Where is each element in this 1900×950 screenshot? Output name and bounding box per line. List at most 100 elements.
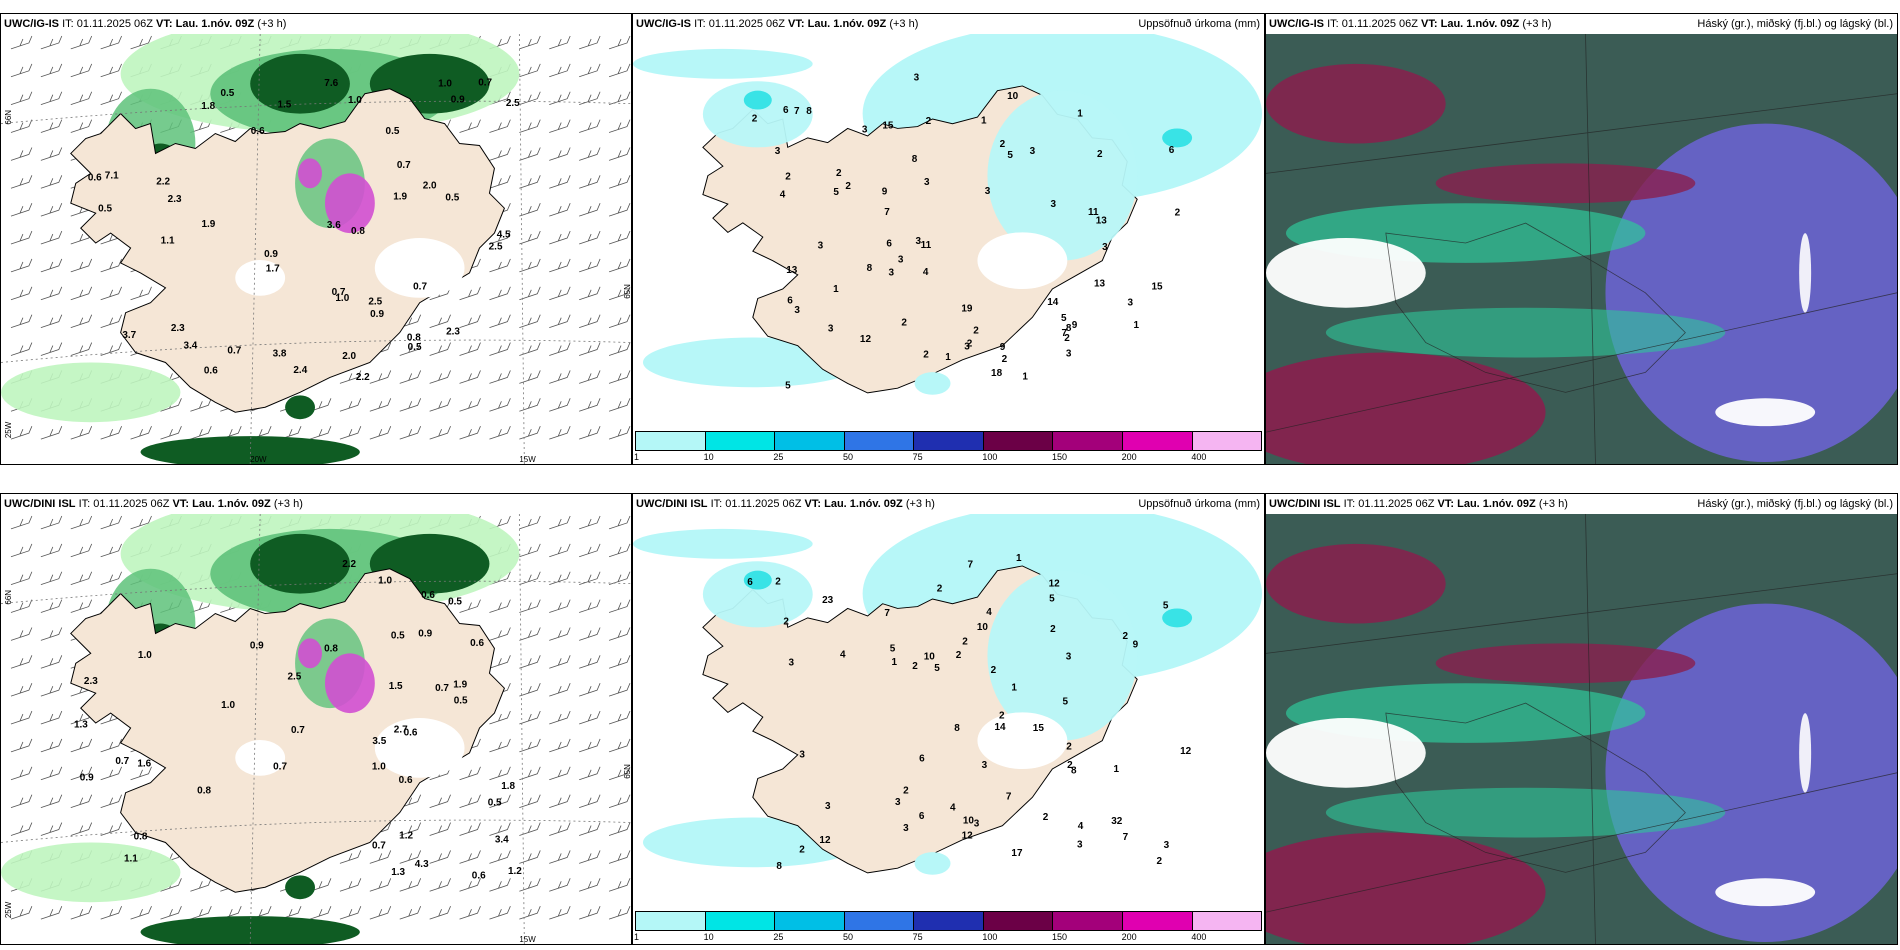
- wind-barb: [608, 63, 631, 78]
- wind-shade-dark: [285, 395, 316, 420]
- wind-value-label: 3.8: [273, 349, 287, 360]
- colorbar-tick: 100: [982, 452, 998, 462]
- wind-barb: [579, 850, 601, 864]
- colorbar-swatch: [844, 432, 915, 450]
- wind-barb: [549, 683, 571, 697]
- wind-value-label: 0.5: [445, 192, 459, 203]
- wind-barb: [10, 627, 33, 641]
- valid-time: Lau. 1.nóv. 09Z: [824, 498, 903, 510]
- precip-value-label: 5: [1163, 600, 1169, 611]
- precip-value-label: 3: [862, 125, 868, 136]
- wind-value-label: 1.0: [372, 762, 386, 773]
- wind-barb: [489, 230, 511, 245]
- wind-value-label: 1.2: [399, 830, 413, 841]
- lon-line: [518, 34, 525, 464]
- precip-value-label: 1: [1114, 764, 1120, 775]
- precip-value-label: 2: [836, 168, 842, 179]
- wind-value-label: 0.5: [488, 797, 502, 808]
- wind-barb: [459, 398, 481, 412]
- panel-ig-wind: UWC/IG-IS IT: 01.11.2025 06Z VT: Lau. 1.…: [0, 13, 632, 465]
- wind-barb: [608, 906, 631, 920]
- lat-tick-label: 65N: [623, 284, 631, 299]
- precip-shade: [914, 372, 951, 395]
- lat-line: [1, 339, 631, 363]
- init-time: IT: 01.11.2025 06Z: [78, 498, 170, 510]
- wind-barb: [579, 655, 601, 669]
- coastline-group: [1266, 514, 1897, 944]
- wind-barb: [579, 599, 601, 613]
- precip-value-label: 6: [747, 577, 753, 588]
- precip-value-label: 4: [950, 803, 956, 814]
- colorbar-ticks: 1 10 25 50 75 100 150 200 400: [634, 452, 1262, 464]
- panel-ig-cloud: UWC/IG-IS IT: 01.11.2025 06Z VT: Lau. 1.…: [1265, 13, 1898, 465]
- wind-barb: [100, 314, 122, 329]
- precip-value-label: 3: [1128, 297, 1134, 308]
- high-cloud-shade: [1266, 352, 1546, 464]
- precip-value-label: 2: [1066, 741, 1072, 752]
- wind-barb: [489, 286, 511, 301]
- wind-barb: [40, 147, 63, 161]
- wind-value-label: 1.0: [335, 293, 349, 304]
- lat-tick-label: 65N: [623, 764, 631, 779]
- graticule-line: [1266, 514, 1897, 944]
- wind-barb: [549, 794, 571, 809]
- wind-barb: [70, 286, 93, 301]
- wind-barb: [70, 314, 93, 329]
- panel-ig-precip: UWC/IG-IS IT: 01.11.2025 06Z VT: Lau. 1.…: [632, 13, 1265, 465]
- coastline-group: [1266, 34, 1897, 464]
- precip-value-label: 10: [924, 652, 936, 663]
- wind-value-label: 0.6: [251, 126, 265, 137]
- wind-barb: [369, 426, 392, 440]
- clear-gap: [1266, 238, 1426, 308]
- precip-value-label: 3: [903, 823, 909, 834]
- wind-barb: [40, 342, 63, 356]
- precip-value-label: 4: [986, 607, 992, 618]
- precip-value-label: 2: [937, 583, 943, 594]
- wind-barb: [489, 599, 511, 613]
- wind-barb: [608, 515, 631, 530]
- wind-barb: [10, 175, 33, 189]
- map-canvas: 1.0 1.8 0.7 0.5 0.7 0.9 1.9 2.5 3.4 4.3 2.7 3.5 0.9 0…: [1, 514, 631, 944]
- wind-barb: [10, 766, 33, 781]
- wind-barb: [100, 766, 122, 781]
- wind-barb: [608, 175, 631, 189]
- wind-barb: [100, 794, 122, 809]
- colorbar-swatch: [1122, 432, 1193, 450]
- lead-offset: (+3 h): [905, 498, 935, 510]
- precip-value-label: 6: [783, 105, 789, 116]
- precip-value-label: 3: [1102, 242, 1108, 253]
- wind-value-label: 2.7: [394, 725, 408, 736]
- wind-barb: [549, 398, 571, 412]
- colorbar-tick: 150: [1052, 932, 1068, 942]
- precip-value-label: 3: [1030, 146, 1036, 157]
- wind-value-label: 0.5: [386, 126, 400, 137]
- panel-title: UWC/DINI ISL IT: 01.11.2025 06Z VT: Lau.…: [1266, 494, 1897, 514]
- precip-value-label: 2: [962, 637, 968, 648]
- wind-value-label: 3.7: [122, 330, 136, 341]
- clear-gap: [1799, 233, 1812, 313]
- precip-value-label: 2: [775, 576, 781, 587]
- wind-value-label: 0.5: [220, 88, 234, 99]
- panel-title: UWC/DINI ISL IT: 01.11.2025 06Z VT: Lau.…: [633, 494, 1264, 514]
- wind-barb: [429, 398, 451, 412]
- panel-dini-precip: UWC/DINI ISL IT: 01.11.2025 06Z VT: Lau.…: [632, 493, 1265, 945]
- wind-value-label: 2.0: [423, 180, 437, 191]
- wind-barb: [100, 426, 122, 440]
- wind-barb: [339, 370, 362, 384]
- precip-value-label: 8: [912, 154, 918, 165]
- wind-barb: [130, 906, 152, 920]
- precip-value-label: 6: [886, 238, 892, 249]
- wind-value-label: 2.0: [342, 351, 356, 362]
- lon-tick-label: 15W: [519, 935, 536, 944]
- wind-barb: [459, 850, 481, 864]
- wind-barb: [489, 119, 511, 133]
- precip-value-label: 6: [1169, 145, 1175, 156]
- wind-barb: [489, 258, 511, 273]
- precip-value-label: 12: [1180, 746, 1192, 757]
- precip-value-label: 2: [912, 661, 918, 672]
- precip-value-label: 2: [991, 665, 997, 676]
- wind-barb: [519, 571, 541, 586]
- wind-barb: [369, 878, 392, 892]
- model-name: UWC/DINI ISL: [4, 498, 76, 510]
- low-cloud-shade: [1325, 787, 1726, 838]
